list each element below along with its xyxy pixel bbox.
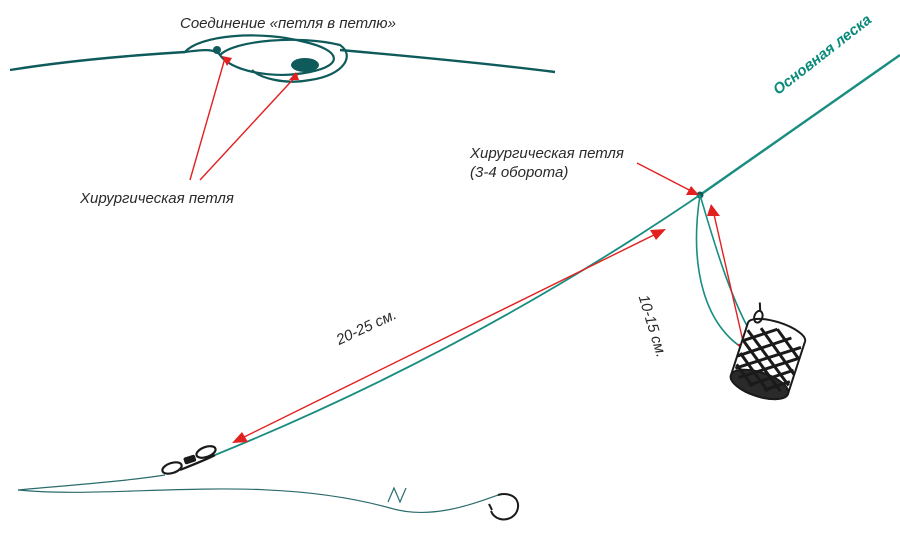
feeder-icon xyxy=(727,301,812,405)
hook-barb xyxy=(489,504,492,510)
rig-group xyxy=(18,55,900,519)
dim-10-15-head-2 xyxy=(707,204,720,216)
feeder-drop-short xyxy=(700,195,755,340)
label-knot-title: Соединение «петля в петлю» xyxy=(180,15,396,32)
dim-20-25-line xyxy=(238,232,660,440)
knot-left-line xyxy=(10,52,185,70)
label-surgical-loop-turns: Хирургическая петля (3-4 оборота) xyxy=(470,145,624,183)
dim-10-15-line xyxy=(713,210,745,350)
swivel xyxy=(161,444,217,476)
label-surgical-loop-turns-l2: (3-4 оборота) xyxy=(470,164,568,181)
label-surgical-loop-turns-l1: Хирургическая петля xyxy=(470,145,624,162)
arrow-to-knot-1 xyxy=(190,58,225,180)
swivel-to-lower xyxy=(18,475,165,490)
knot-small-dot xyxy=(213,46,221,54)
hooklength-line xyxy=(18,489,498,512)
arrow-to-knot-2 xyxy=(200,74,298,180)
arrow-surg-turns xyxy=(637,163,695,193)
label-surgical-loop: Хирургическая петля xyxy=(80,190,234,207)
hook-icon xyxy=(491,494,518,519)
dim-20-25-head-2 xyxy=(650,229,666,240)
rig-svg xyxy=(0,0,900,544)
knot-right-line xyxy=(340,50,555,72)
arrow-surg-turns-head xyxy=(686,186,699,195)
dim-20-25-head-1 xyxy=(232,432,248,443)
diagram-canvas: Соединение «петля в петлю» Хирургическая… xyxy=(0,0,900,544)
line-break-mark xyxy=(388,488,406,502)
knot-blob xyxy=(291,58,319,72)
